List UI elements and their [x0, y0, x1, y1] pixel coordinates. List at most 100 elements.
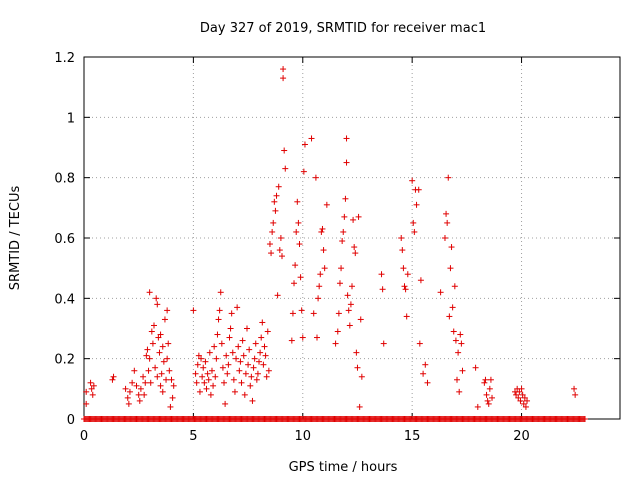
data-point [339, 238, 346, 245]
data-point [262, 352, 269, 359]
data-point [194, 361, 201, 368]
data-point [410, 219, 417, 226]
y-axis-title: SRMTID / TECUs [8, 186, 23, 291]
data-point [357, 316, 364, 323]
data-point [256, 358, 263, 365]
data-point [441, 235, 448, 241]
data-point [486, 385, 493, 392]
data-point [489, 394, 496, 401]
data-point [129, 379, 136, 386]
data-point [235, 343, 242, 350]
data-point [452, 337, 459, 344]
data-point [167, 403, 174, 410]
data-point [190, 307, 197, 314]
data-point [358, 373, 365, 380]
data-point [246, 346, 253, 353]
data-point [271, 198, 278, 205]
data-point [260, 361, 267, 368]
data-point [456, 388, 463, 395]
y-tick-label: 1 [67, 111, 75, 126]
y-tick-label: 1.2 [54, 51, 75, 66]
data-point [217, 289, 224, 296]
data-point [417, 277, 424, 284]
data-point [229, 349, 236, 356]
data-point [251, 355, 258, 362]
data-point [483, 391, 490, 398]
data-point [226, 334, 233, 341]
data-point [269, 228, 276, 235]
data-point [444, 219, 451, 226]
data-point [356, 403, 363, 410]
data-point [402, 286, 409, 293]
data-point [166, 367, 173, 374]
data-point [295, 219, 302, 226]
data-point [164, 355, 171, 362]
data-point [230, 376, 237, 383]
x-tick-label: 20 [513, 429, 530, 444]
data-point [88, 385, 95, 392]
data-point [445, 174, 452, 181]
data-point [195, 352, 202, 359]
data-point [300, 168, 307, 175]
data-point [212, 373, 219, 380]
data-point [193, 379, 200, 386]
x-tick-label: 5 [189, 429, 197, 444]
data-point [301, 141, 308, 148]
data-point [347, 301, 354, 308]
data-point [276, 247, 283, 254]
data-point [231, 388, 238, 395]
data-point [224, 370, 231, 377]
data-point [292, 262, 299, 269]
data-point [158, 370, 165, 377]
data-point [157, 382, 164, 389]
data-point [218, 340, 225, 347]
axis-ticks: 0 5 10 15 20 0 0.2 0.4 0.6 0.8 1 1.2 [54, 51, 620, 444]
data-point [268, 250, 275, 257]
data-point [216, 307, 223, 314]
data-point [398, 235, 405, 241]
data-point [164, 307, 171, 314]
data-point [524, 397, 531, 404]
data-point [143, 352, 150, 359]
data-point [159, 343, 166, 350]
data-point [109, 376, 116, 383]
data-point [338, 265, 345, 272]
data-points [81, 66, 588, 422]
data-point [163, 376, 170, 383]
data-point [110, 373, 117, 380]
data-point [213, 355, 220, 362]
data-point [448, 244, 455, 251]
data-point [151, 322, 158, 329]
data-point [242, 370, 249, 377]
data-point [133, 382, 140, 389]
data-point [196, 388, 203, 395]
data-point [277, 235, 284, 241]
data-point [400, 265, 407, 272]
data-point [312, 174, 319, 181]
data-point [455, 349, 462, 356]
data-point [257, 349, 264, 356]
data-point [207, 391, 214, 398]
data-point [131, 367, 138, 374]
data-point [342, 195, 349, 202]
data-point [264, 328, 271, 335]
data-point [518, 385, 525, 392]
data-point [125, 400, 132, 407]
data-point [135, 391, 142, 398]
data-point [520, 400, 527, 407]
grid [84, 57, 620, 419]
data-point [243, 325, 250, 332]
data-point [343, 135, 350, 142]
data-point [203, 385, 210, 392]
data-point [154, 301, 161, 308]
data-point [334, 328, 341, 335]
data-point [454, 376, 461, 383]
data-point [234, 304, 241, 311]
data-point [481, 379, 488, 386]
data-point [227, 325, 234, 332]
data-point [315, 295, 322, 302]
data-point [378, 271, 385, 278]
data-point [122, 385, 129, 392]
data-point [416, 340, 423, 347]
data-point [403, 313, 410, 320]
